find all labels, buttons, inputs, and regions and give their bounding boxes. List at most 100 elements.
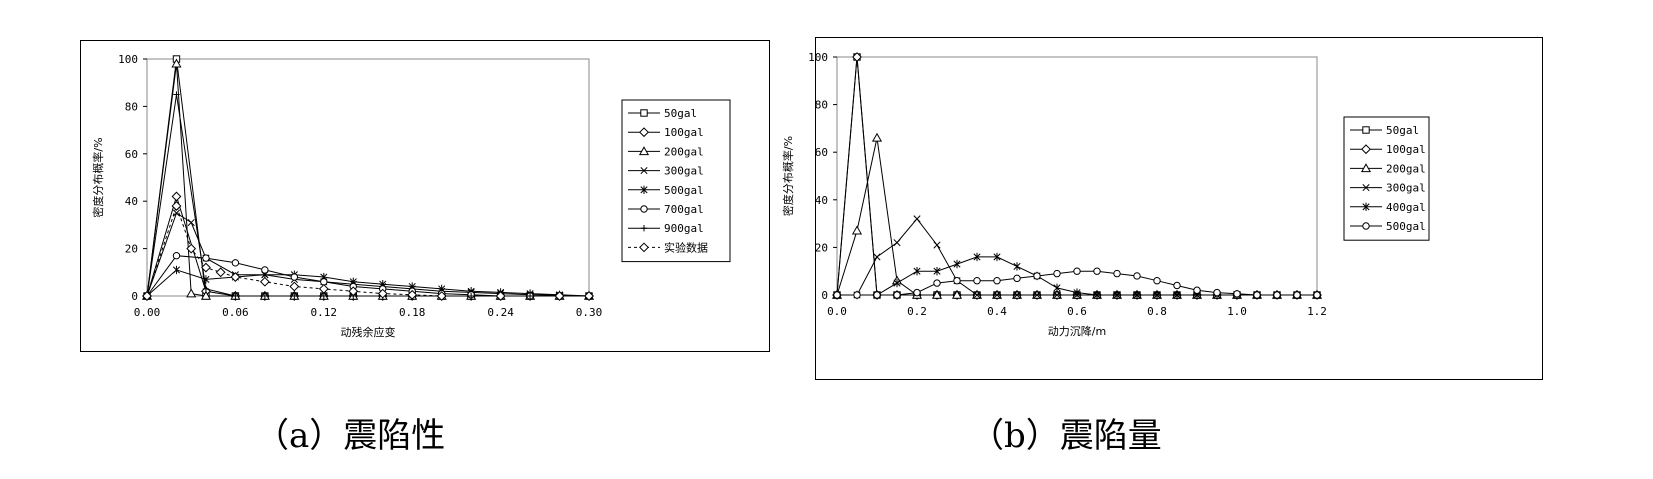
- data-point: [1253, 291, 1261, 299]
- data-point: [1013, 274, 1021, 283]
- legend-label: 500gal: [664, 184, 704, 197]
- data-point: [873, 253, 881, 261]
- x-tick-label: 0.8: [1147, 305, 1167, 318]
- x-axis-label: 动残余应变: [341, 325, 396, 339]
- legend-box: [621, 99, 731, 263]
- data-point: [953, 259, 961, 269]
- data-point: [913, 267, 921, 276]
- data-point: [289, 281, 300, 292]
- legend-marker: [1362, 222, 1370, 230]
- series-line: [146, 58, 589, 297]
- series-500gal: [833, 267, 1321, 299]
- y-tick-label: 40: [815, 194, 828, 207]
- data-point: [1173, 281, 1181, 290]
- series-900gal: [143, 91, 593, 300]
- legend-label: 实验数据: [664, 240, 708, 254]
- legend-marker: [639, 242, 649, 253]
- data-point: [261, 292, 269, 300]
- legend-label: 300gal: [1386, 182, 1426, 195]
- legend-label: 900gal: [664, 222, 704, 235]
- legend-marker: [640, 225, 648, 232]
- data-point: [1293, 291, 1301, 299]
- y-tick-label: 0: [821, 289, 828, 302]
- legend: 50gal 100gal 200gal 300gal 400gal 500gal: [1343, 116, 1430, 241]
- caption-a: （a）震陷性: [255, 416, 446, 456]
- y-tick-label: 80: [125, 100, 138, 113]
- data-point: [833, 291, 841, 299]
- data-point: [407, 289, 418, 300]
- data-point: [1013, 262, 1021, 271]
- y-axis-label: 密度分布概率/%: [91, 137, 105, 217]
- data-point: [1113, 269, 1121, 278]
- legend-marker: [1362, 202, 1370, 211]
- legend-box: [1343, 116, 1430, 241]
- x-tick-label: 0.00: [134, 306, 161, 319]
- data-point: [1013, 291, 1021, 299]
- data-point: [1273, 291, 1281, 299]
- data-point: [231, 259, 240, 267]
- data-point: [1133, 272, 1141, 280]
- x-axis-label: 动力沉降/m: [1048, 324, 1106, 338]
- data-point: [1233, 290, 1241, 298]
- data-point: [951, 289, 963, 299]
- data-point: [495, 291, 506, 301]
- legend-marker: [640, 109, 648, 117]
- legend-marker: [1362, 126, 1370, 134]
- legend: 50gal 100gal 200gal 300gal 500gal 700gal 900ga…: [621, 99, 731, 263]
- data-point: [348, 286, 359, 297]
- data-point: [171, 58, 182, 68]
- data-point: [200, 290, 211, 300]
- y-tick-label: 20: [815, 241, 828, 254]
- data-point: [871, 132, 883, 142]
- data-point: [202, 254, 210, 262]
- data-point: [554, 291, 565, 301]
- series-line: [146, 212, 590, 297]
- series-100gal: [142, 191, 594, 301]
- y-tick-label: 20: [125, 243, 138, 256]
- data-point: [173, 91, 180, 98]
- x-tick-label: 0.2: [907, 305, 927, 318]
- data-point: [172, 265, 181, 275]
- legend-label: 300gal: [664, 165, 704, 178]
- legend-marker: [1360, 163, 1372, 173]
- legend-marker: [639, 127, 649, 138]
- x-tick-label: 0.30: [576, 306, 603, 319]
- data-point: [187, 218, 195, 227]
- data-point: [1093, 267, 1101, 275]
- x-tick-label: 0.18: [399, 306, 426, 319]
- data-point: [973, 277, 981, 285]
- series-50gal: [143, 55, 593, 300]
- series-100gal: [832, 52, 1322, 300]
- data-point: [186, 288, 197, 298]
- data-point: [993, 277, 1001, 285]
- data-point: [172, 252, 181, 260]
- legend-label: 100gal: [1386, 143, 1426, 156]
- y-tick-label: 100: [808, 51, 828, 64]
- data-point: [171, 191, 182, 202]
- series-line: [146, 194, 589, 297]
- legend-label: 200gal: [1386, 162, 1426, 175]
- y-tick-label: 100: [118, 53, 138, 66]
- data-point: [853, 291, 861, 299]
- caption-b: （b）震陷量: [970, 416, 1162, 456]
- legend-label: 50gal: [664, 107, 697, 120]
- data-point: [201, 262, 211, 273]
- legend-label: 200gal: [664, 145, 704, 158]
- data-point: [1153, 277, 1161, 285]
- y-tick-label: 60: [815, 146, 828, 159]
- legend-label: 700gal: [664, 203, 704, 216]
- data-point: [1113, 290, 1121, 300]
- data-point: [1213, 288, 1221, 297]
- series-200gal: [141, 58, 595, 300]
- data-point: [993, 252, 1001, 262]
- chart-panel-b: 0 20 40 60 80 100 0.0 0.2 0.4 0.6 0.8 1.0 1.2 动力沉降/m 密…: [781, 37, 1543, 380]
- series-line: [146, 63, 589, 297]
- data-point: [377, 288, 388, 299]
- data-point: [1053, 269, 1061, 278]
- x-tick-label: 0.06: [222, 306, 249, 319]
- legend-marker: [638, 146, 650, 156]
- data-point: [852, 52, 862, 62]
- x-tick-label: 0.12: [311, 306, 338, 319]
- x-tick-label: 1.2: [1307, 305, 1327, 318]
- data-point: [172, 209, 181, 217]
